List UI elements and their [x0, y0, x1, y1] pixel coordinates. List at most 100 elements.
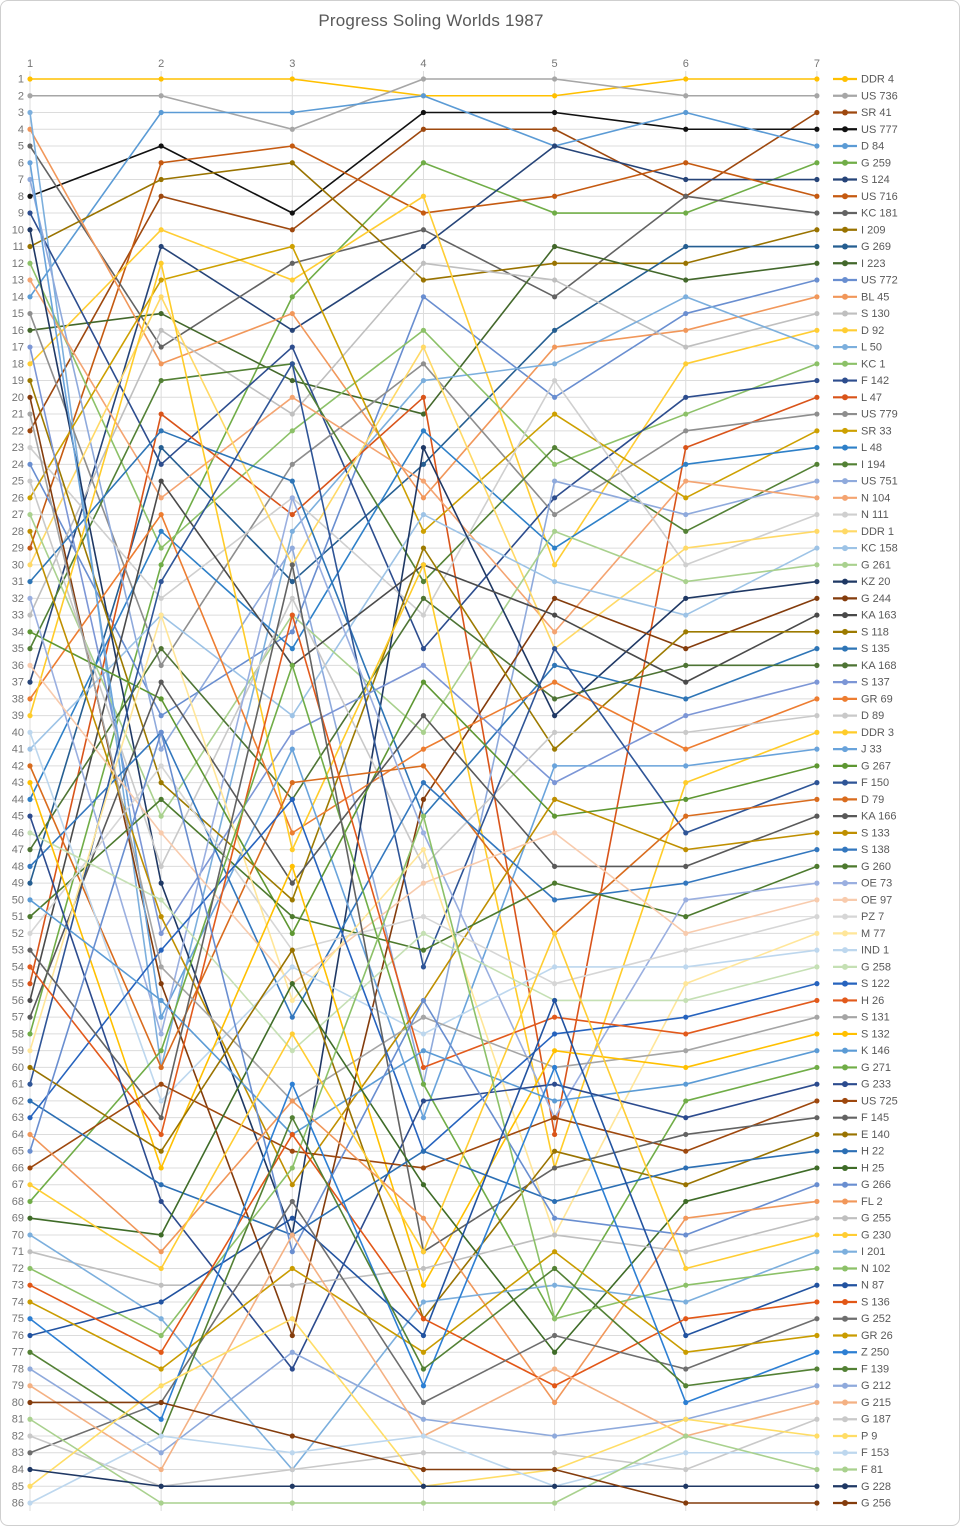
data-point-marker[interactable] — [158, 696, 164, 702]
data-point-marker[interactable] — [289, 662, 295, 668]
data-point-marker[interactable] — [552, 444, 558, 451]
data-point-marker[interactable] — [552, 1316, 558, 1322]
data-point-marker[interactable] — [27, 595, 33, 601]
data-point-marker[interactable] — [814, 830, 820, 836]
data-point-marker[interactable] — [289, 1115, 295, 1121]
data-point-marker[interactable] — [552, 1366, 558, 1372]
data-point-marker[interactable] — [683, 1098, 689, 1104]
data-point-marker[interactable] — [289, 344, 295, 350]
data-point-marker[interactable] — [552, 93, 558, 99]
data-point-marker[interactable] — [552, 1215, 558, 1221]
data-point-marker[interactable] — [683, 796, 689, 802]
data-point-marker[interactable] — [289, 897, 295, 903]
data-point-marker[interactable] — [814, 1165, 820, 1171]
data-point-marker[interactable] — [27, 76, 33, 82]
data-point-marker[interactable] — [552, 109, 558, 116]
data-point-marker[interactable] — [420, 813, 427, 819]
data-point-marker[interactable] — [683, 528, 689, 534]
data-point-marker[interactable] — [420, 662, 427, 668]
series-i-223[interactable] — [27, 243, 820, 417]
legend-item-l-47[interactable]: L 47 — [833, 392, 882, 404]
data-point-marker[interactable] — [683, 1131, 689, 1138]
data-point-marker[interactable] — [814, 545, 820, 551]
data-point-marker[interactable] — [683, 495, 689, 501]
data-point-marker[interactable] — [289, 109, 295, 116]
data-point-marker[interactable] — [814, 696, 820, 702]
data-point-marker[interactable] — [289, 1466, 295, 1473]
data-point-marker[interactable] — [552, 361, 558, 367]
legend-item-m-77[interactable]: M 77 — [833, 928, 885, 940]
series-gr-69[interactable] — [27, 511, 820, 836]
data-point-marker[interactable] — [683, 997, 689, 1004]
series-us-736[interactable] — [27, 76, 820, 132]
data-point-marker[interactable] — [158, 193, 164, 199]
legend-item-s-138[interactable]: S 138 — [833, 844, 890, 856]
data-point-marker[interactable] — [27, 545, 33, 551]
data-point-marker[interactable] — [814, 746, 820, 752]
data-point-marker[interactable] — [552, 1198, 558, 1205]
data-point-marker[interactable] — [27, 143, 33, 149]
series-ka-166[interactable] — [27, 679, 820, 1020]
data-point-marker[interactable] — [158, 1198, 164, 1205]
data-point-marker[interactable] — [158, 361, 164, 367]
data-point-marker[interactable] — [814, 646, 820, 652]
data-point-marker[interactable] — [158, 796, 164, 802]
data-point-marker[interactable] — [683, 830, 689, 836]
series-g-261[interactable] — [27, 511, 820, 819]
legend-item-k-146[interactable]: K 146 — [833, 1045, 890, 1057]
data-point-marker[interactable] — [683, 260, 689, 266]
series-us-779[interactable] — [27, 310, 820, 668]
legend-item-g-259[interactable]: G 259 — [833, 157, 891, 169]
data-point-marker[interactable] — [814, 578, 820, 585]
data-point-marker[interactable] — [158, 578, 164, 585]
series-z-250[interactable] — [27, 1064, 820, 1422]
data-point-marker[interactable] — [814, 294, 820, 300]
series-l-47[interactable] — [27, 394, 820, 1138]
data-point-marker[interactable] — [27, 629, 33, 635]
legend-item-s-131[interactable]: S 131 — [833, 1012, 890, 1024]
data-point-marker[interactable] — [420, 444, 427, 451]
data-point-marker[interactable] — [158, 1483, 164, 1489]
data-point-marker[interactable] — [420, 478, 427, 484]
data-point-marker[interactable] — [27, 930, 33, 937]
data-point-marker[interactable] — [814, 813, 820, 819]
legend-item-l-48[interactable]: L 48 — [833, 442, 882, 454]
data-point-marker[interactable] — [552, 143, 558, 149]
data-point-marker[interactable] — [420, 746, 427, 752]
legend-item-us-777[interactable]: US 777 — [833, 124, 898, 136]
data-point-marker[interactable] — [27, 1316, 33, 1322]
legend-item-g-233[interactable]: G 233 — [833, 1079, 891, 1091]
series-f-142[interactable] — [27, 210, 820, 652]
legend-item-i-194[interactable]: I 194 — [833, 459, 885, 471]
series-g-244[interactable] — [27, 394, 820, 1339]
data-point-marker[interactable] — [814, 227, 820, 233]
data-point-marker[interactable] — [158, 964, 164, 970]
data-point-marker[interactable] — [289, 1366, 295, 1372]
data-point-marker[interactable] — [289, 981, 295, 987]
data-point-marker[interactable] — [814, 444, 820, 451]
data-point-marker[interactable] — [552, 277, 558, 283]
legend-item-g-215[interactable]: G 215 — [833, 1397, 891, 1409]
legend-item-j-33[interactable]: J 33 — [833, 744, 882, 756]
data-point-marker[interactable] — [683, 1416, 689, 1422]
data-point-marker[interactable] — [683, 394, 689, 400]
data-point-marker[interactable] — [289, 495, 295, 501]
data-point-marker[interactable] — [814, 595, 820, 601]
data-point-marker[interactable] — [27, 1249, 33, 1255]
legend-item-ddr-1[interactable]: DDR 1 — [833, 526, 894, 538]
data-point-marker[interactable] — [683, 595, 689, 601]
data-point-marker[interactable] — [158, 227, 164, 233]
data-point-marker[interactable] — [158, 746, 164, 752]
data-point-marker[interactable] — [289, 713, 295, 719]
data-point-marker[interactable] — [814, 1366, 820, 1372]
data-point-marker[interactable] — [420, 1098, 427, 1104]
data-point-marker[interactable] — [683, 411, 689, 417]
legend-item-i-209[interactable]: I 209 — [833, 224, 885, 236]
legend-item-bl-45[interactable]: BL 45 — [833, 291, 889, 303]
data-point-marker[interactable] — [814, 964, 820, 970]
data-point-marker[interactable] — [158, 1366, 164, 1372]
series-f-150[interactable] — [27, 361, 820, 1087]
data-point-marker[interactable] — [158, 1064, 164, 1071]
data-point-marker[interactable] — [814, 411, 820, 417]
data-point-marker[interactable] — [683, 914, 689, 920]
